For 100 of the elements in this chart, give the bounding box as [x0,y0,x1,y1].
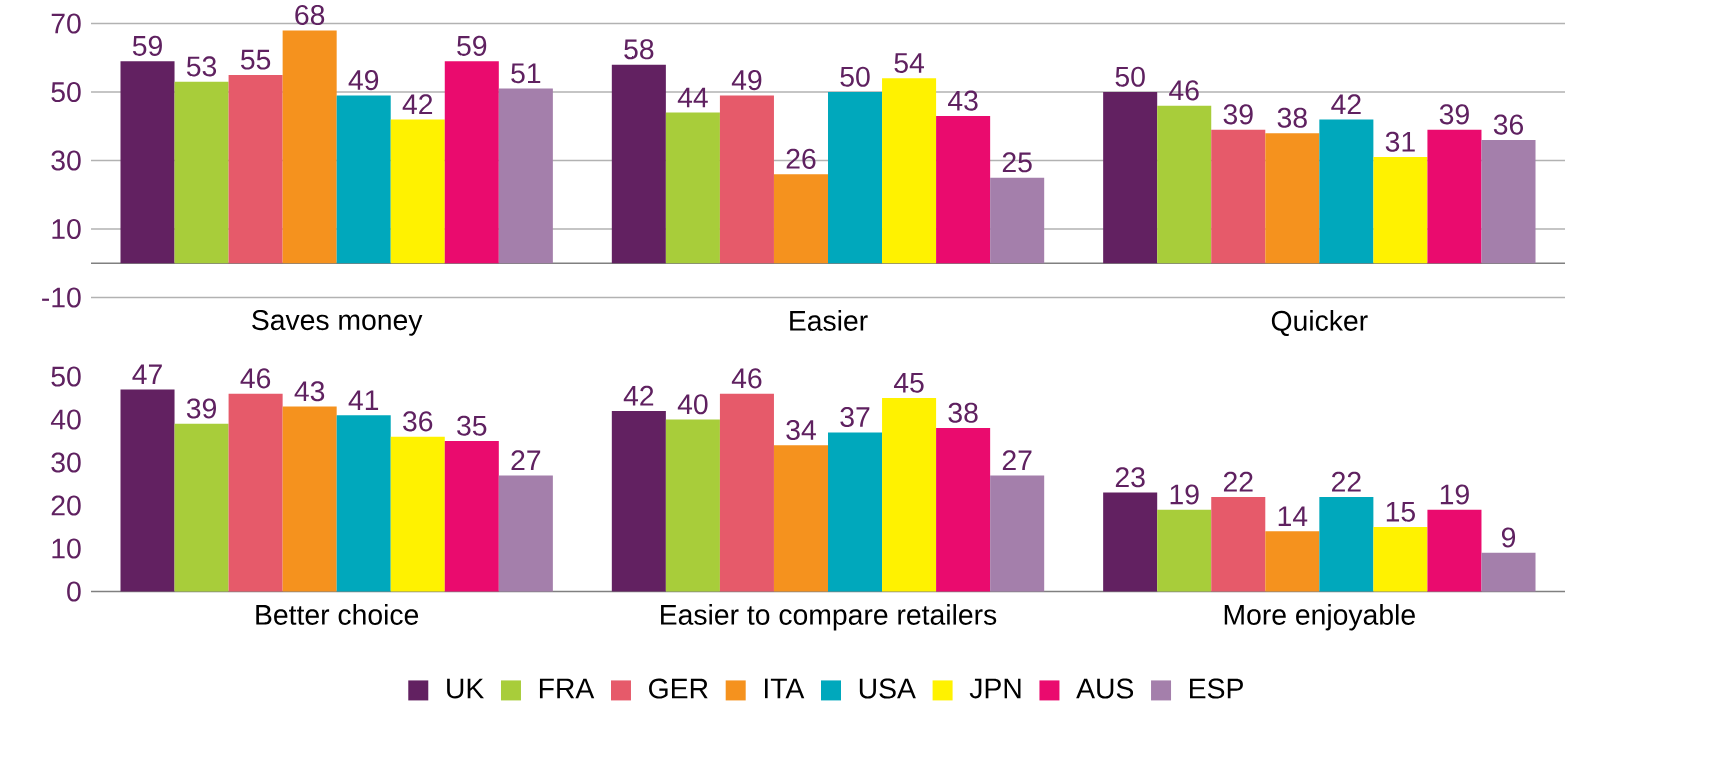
bar [936,428,991,592]
legend-label: JPN [969,678,1021,699]
data-label: 43 [948,90,978,111]
bar [719,95,774,264]
bar [1157,510,1212,592]
bar [498,88,553,264]
bar [1427,129,1482,264]
bar [828,432,883,592]
data-label: 38 [1277,107,1307,129]
data-label: 59 [132,36,162,57]
data-label: 14 [1278,506,1308,527]
bar [1427,510,1482,592]
bar [120,61,175,264]
data-label: 9 [1501,527,1516,548]
bar [936,116,991,264]
bar [444,441,499,592]
x-tick-label: More enjoyable [1224,604,1415,631]
data-label: 40 [677,394,708,415]
y-tick-label: 30 [51,452,81,473]
bar [611,411,666,592]
bar [1211,129,1266,264]
bar [1373,157,1428,264]
bar [990,177,1045,264]
data-label: 27 [1002,450,1032,471]
bar [228,75,283,264]
y-tick-label: -10 [42,287,81,308]
data-label: 43 [294,381,325,402]
legend-label: FRA [539,678,595,699]
data-label: 51 [511,63,541,84]
legend-label: USA [859,678,916,699]
data-label: 27 [511,450,541,471]
x-tick-label: Better choice [256,604,419,626]
x-tick-label: Quicker [1271,310,1368,337]
bar [390,119,445,264]
data-label: 34 [786,420,816,441]
bar [1319,119,1374,264]
bar [1481,140,1536,264]
bar [1481,553,1536,592]
bar [719,393,774,592]
bar [1319,497,1374,592]
bar [120,389,175,592]
data-label: 49 [731,70,762,91]
data-label: 31 [1385,131,1415,153]
bar [882,78,937,264]
data-label: 39 [186,398,216,419]
y-tick-label: 10 [52,538,81,559]
bar [174,424,229,592]
bar [1265,133,1320,264]
legend-label: ESP [1190,678,1243,699]
bar [282,30,337,264]
legend-label: AUS [1076,678,1134,699]
bar [773,174,829,264]
bar [444,61,499,264]
data-label: 49 [348,70,379,91]
bar [1265,531,1320,592]
bar [282,406,337,592]
data-label: 44 [677,87,708,108]
data-label: 45 [893,373,924,393]
bar [174,81,229,264]
data-label: 37 [840,407,870,428]
bar [1103,92,1158,264]
bar [882,398,937,592]
data-label: 22 [1223,472,1253,492]
bar [390,436,445,592]
bar [828,92,883,264]
data-label: 41 [348,390,379,411]
x-tick-label: Easier to compare retailers [661,604,997,631]
data-label: 59 [457,36,487,57]
data-label: 39 [1223,104,1253,125]
y-tick-label: 70 [51,13,81,34]
data-label: 42 [402,94,433,115]
data-label: 23 [1115,467,1145,488]
data-label: 46 [1169,80,1199,101]
bar [1157,105,1212,264]
legend-label: GER [649,678,708,699]
bar [773,445,829,592]
y-tick-label: 20 [51,495,81,516]
data-label: 26 [786,149,816,170]
data-label: 35 [457,415,487,436]
data-label: 53 [186,56,217,77]
y-tick-label: 50 [51,366,81,387]
bar [990,475,1045,592]
data-label: 50 [840,66,870,87]
data-label: 54 [894,53,924,74]
bar [1211,497,1266,592]
data-label: 55 [240,50,271,70]
data-label: 58 [624,39,654,60]
data-label: 19 [1170,484,1199,505]
bar [611,64,666,264]
y-tick-label: 40 [50,409,81,430]
data-label: 15 [1386,502,1415,522]
legend-label: ITA [764,678,805,699]
data-label: 42 [1331,94,1361,115]
data-label: 22 [1332,472,1361,492]
data-label: 38 [948,402,978,424]
y-tick-label: 50 [51,82,81,103]
data-label: 19 [1440,484,1469,505]
y-tick-label: 0 [67,581,81,602]
data-label: 46 [240,368,271,389]
data-label: 46 [731,368,762,389]
